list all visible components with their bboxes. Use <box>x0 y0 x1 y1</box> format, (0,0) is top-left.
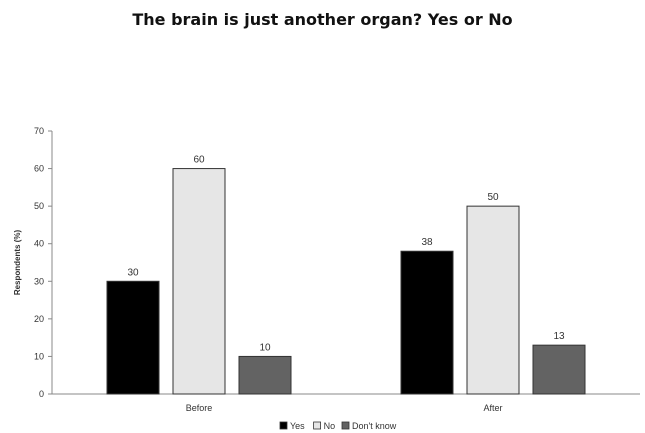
legend-swatch <box>279 421 288 430</box>
y-tick-label: 30 <box>34 276 44 286</box>
data-label: 30 <box>127 267 139 278</box>
bars <box>106 168 586 395</box>
bar-yes-before <box>106 280 160 395</box>
data-label: 50 <box>487 192 499 203</box>
x-category-label: Before <box>186 403 213 413</box>
bar-no-after <box>466 205 520 395</box>
legend-label: No <box>324 421 336 431</box>
bar-yes-after <box>400 250 454 395</box>
y-tick-label: 40 <box>34 239 44 249</box>
y-axis: 0 10 20 30 40 50 60 70 <box>34 126 53 399</box>
bar-don-t-know-before <box>238 355 292 395</box>
chart-title: The brain is just another organ? Yes or … <box>132 10 513 29</box>
legend: Yes No Don't know <box>279 421 397 431</box>
y-tick-label: 60 <box>34 164 44 174</box>
y-tick-label: 10 <box>34 351 44 361</box>
bar-don-t-know-after <box>532 344 586 395</box>
y-tick-label: 20 <box>34 314 44 324</box>
y-tick-label: 50 <box>34 201 44 211</box>
x-category-label: After <box>483 403 502 413</box>
y-tick-label: 0 <box>39 389 44 399</box>
legend-label: Don't know <box>352 421 397 431</box>
y-axis-label: Respondents (%) <box>13 230 22 296</box>
data-label: 10 <box>259 342 271 353</box>
legend-label: Yes <box>290 421 305 431</box>
y-tick-label: 70 <box>34 126 44 136</box>
data-labels: 30 60 10 38 50 13 <box>127 155 565 354</box>
data-label: 60 <box>193 155 205 166</box>
legend-swatch <box>341 421 350 430</box>
x-axis: Before After <box>52 393 640 413</box>
legend-swatch <box>313 421 322 430</box>
bar-no-before <box>172 168 226 395</box>
data-label: 38 <box>421 237 433 248</box>
data-label: 13 <box>553 331 565 342</box>
